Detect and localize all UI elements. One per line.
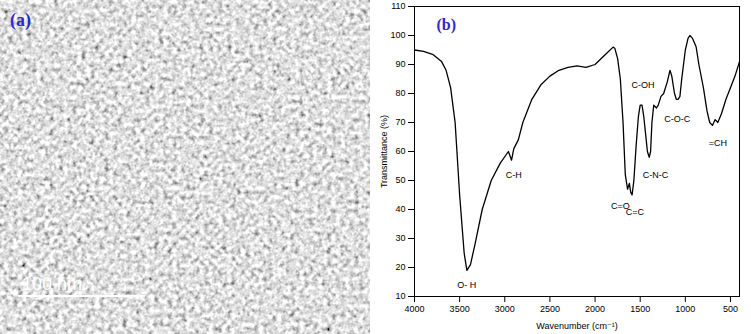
svg-text:Wavenumber (cm⁻¹): Wavenumber (cm⁻¹) — [536, 321, 617, 331]
svg-text:Transmittance (%): Transmittance (%) — [379, 115, 389, 188]
svg-text:C=C: C=C — [626, 207, 645, 217]
svg-text:C-OH: C-OH — [631, 80, 654, 90]
svg-text:10: 10 — [395, 291, 405, 301]
svg-text:(b): (b) — [437, 16, 457, 34]
svg-text:100 nm: 100 nm — [22, 274, 82, 294]
svg-text:(a): (a) — [10, 10, 31, 31]
svg-text:20: 20 — [395, 262, 405, 272]
svg-text:2500: 2500 — [540, 304, 560, 314]
svg-text:110: 110 — [391, 1, 405, 11]
svg-text:60: 60 — [395, 146, 405, 156]
svg-text:80: 80 — [395, 88, 405, 98]
svg-text:40: 40 — [395, 204, 405, 214]
svg-text:C=O: C=O — [611, 201, 630, 212]
svg-text:70: 70 — [395, 117, 405, 127]
svg-text:30: 30 — [395, 233, 405, 243]
svg-text:1000: 1000 — [675, 304, 695, 314]
svg-text:4000: 4000 — [404, 304, 424, 314]
svg-text:C-H: C-H — [506, 170, 522, 180]
svg-text:O- H: O- H — [457, 280, 476, 290]
svg-text:90: 90 — [395, 59, 405, 69]
svg-text:3000: 3000 — [495, 304, 515, 314]
svg-text:C-N-C: C-N-C — [643, 170, 669, 180]
svg-text:=CH: =CH — [709, 138, 727, 148]
svg-text:C-O-C: C-O-C — [664, 114, 690, 124]
svg-text:3500: 3500 — [450, 304, 470, 314]
svg-text:50: 50 — [395, 175, 405, 185]
svg-text:2000: 2000 — [585, 304, 605, 314]
svg-text:500: 500 — [723, 304, 738, 314]
svg-text:100: 100 — [390, 30, 405, 40]
svg-text:1500: 1500 — [630, 304, 650, 314]
